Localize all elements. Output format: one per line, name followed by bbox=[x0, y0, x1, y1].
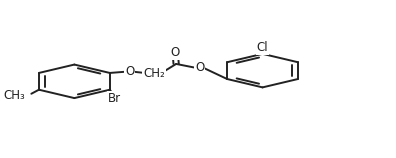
Text: Br: Br bbox=[108, 92, 121, 105]
Text: CH₂: CH₂ bbox=[143, 67, 165, 80]
Text: O: O bbox=[195, 61, 204, 74]
Text: CH₃: CH₃ bbox=[3, 89, 25, 102]
Text: O: O bbox=[171, 46, 180, 59]
Text: O: O bbox=[125, 65, 134, 78]
Text: Cl: Cl bbox=[257, 41, 268, 54]
